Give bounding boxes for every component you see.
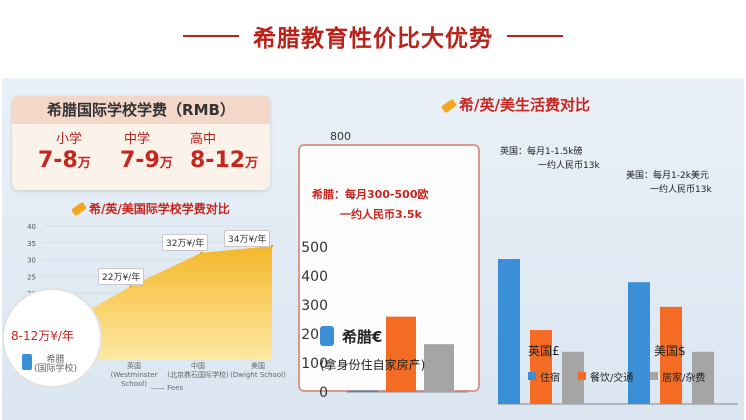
level-middle: 中学 — [124, 132, 151, 147]
greece-label: 希腊€ — [342, 328, 383, 346]
hand-icon — [22, 354, 32, 370]
page-title: 希腊教育性价比大优势 — [253, 26, 493, 52]
greece-badge — [2, 288, 102, 388]
uk-note-1: 英国：每月1-1.5k磅 — [500, 147, 583, 157]
left-chart-title: 希/英/美国际学校学费对比 — [70, 200, 230, 217]
y-tick-label: 25 — [27, 273, 36, 281]
x-label-uk: 英国 (Westminster School) — [110, 362, 158, 388]
tuition-card: 希腊国际学校学费（RMB） 小学 中学 高中 7-8万 7-9万 8-12万 — [12, 96, 270, 190]
y-tick-label: 30 — [27, 257, 36, 265]
callout-uk: 22万¥/年 — [98, 268, 145, 285]
y-tick-label: 300 — [301, 298, 328, 314]
tuition-area-chart: 0510152025303540 — [27, 223, 274, 365]
bar-1-0 — [386, 316, 416, 392]
title-rule-left — [183, 35, 239, 37]
pencil-icon-2 — [440, 98, 458, 114]
fees-point — [270, 244, 274, 248]
uk-label: 英国£ — [528, 344, 560, 358]
axis-top-label: 800 — [330, 130, 351, 143]
callout-us: 34万¥/年 — [224, 230, 271, 247]
bar-1-2 — [660, 306, 682, 404]
y-tick-label: 40 — [27, 223, 36, 231]
bar-0-2 — [628, 282, 650, 404]
bar-2-2 — [692, 351, 714, 404]
y-tick-label: 500 — [301, 240, 328, 256]
level-primary: 小学 — [56, 132, 83, 147]
callout-greece: 8-12万¥/年 — [11, 329, 74, 343]
header: 希腊教育性价比大优势 — [0, 0, 746, 72]
us-note-1: 美国：每月1-2k美元 — [626, 171, 709, 181]
x-label-greece: 希腊 (国际学校) — [34, 355, 78, 374]
y-tick-label: 100 — [301, 356, 328, 372]
uk-note-2: 一约人民币13k — [538, 161, 600, 171]
fees-point — [200, 251, 203, 254]
level-high: 高中 — [190, 132, 217, 147]
legend-swatch-misc — [650, 372, 658, 380]
right-chart-title: 希/英/美生活费对比 — [440, 94, 590, 115]
bar-0-0 — [348, 390, 378, 393]
y-tick-label: 400 — [301, 269, 328, 285]
content-board: 希腊国际学校学费（RMB） 小学 中学 高中 7-8万 7-9万 8-12万 希… — [2, 78, 744, 420]
amount-high: 8-12万 — [190, 148, 259, 173]
greece-sub-label: (拿身份住自家房产) — [320, 358, 426, 372]
bar-1-1 — [530, 330, 552, 404]
greece-note-2: 一约人民币3.5k — [340, 208, 422, 221]
us-label: 美国$ — [654, 344, 686, 358]
y-tick-label: 0 — [319, 385, 328, 401]
left-chart-legend: —— Fees — [150, 384, 184, 392]
tuition-card-title: 希腊国际学校学费（RMB） — [12, 96, 270, 124]
legend-housing: 住宿 — [540, 373, 560, 384]
bar-2-1 — [562, 351, 584, 404]
fees-area — [60, 246, 272, 360]
y-tick-label: 35 — [27, 240, 36, 248]
x-label-us: 美国 (Dwight School) — [230, 362, 286, 379]
greece-note-1: 希腊：每月300-500欧 — [312, 188, 429, 201]
fees-point — [129, 285, 132, 288]
bar-0-1 — [498, 259, 520, 404]
callout-china: 32万¥/年 — [162, 234, 209, 251]
amount-primary: 7-8万 — [38, 148, 91, 173]
legend-swatch-food — [578, 372, 586, 380]
legend-swatch-housing — [528, 372, 536, 380]
x-label-china: 中国 (北京鼎石国际学校) — [167, 362, 229, 379]
title-rule-right — [507, 35, 563, 37]
legend-misc: 居家/杂费 — [662, 373, 706, 384]
legend-food: 餐饮/交通 — [590, 373, 634, 384]
amount-middle: 7-9万 — [120, 148, 173, 173]
bar-2-0 — [424, 344, 454, 392]
us-note-2: 一约人民币13k — [650, 185, 712, 195]
hand-icon-2 — [320, 326, 334, 346]
